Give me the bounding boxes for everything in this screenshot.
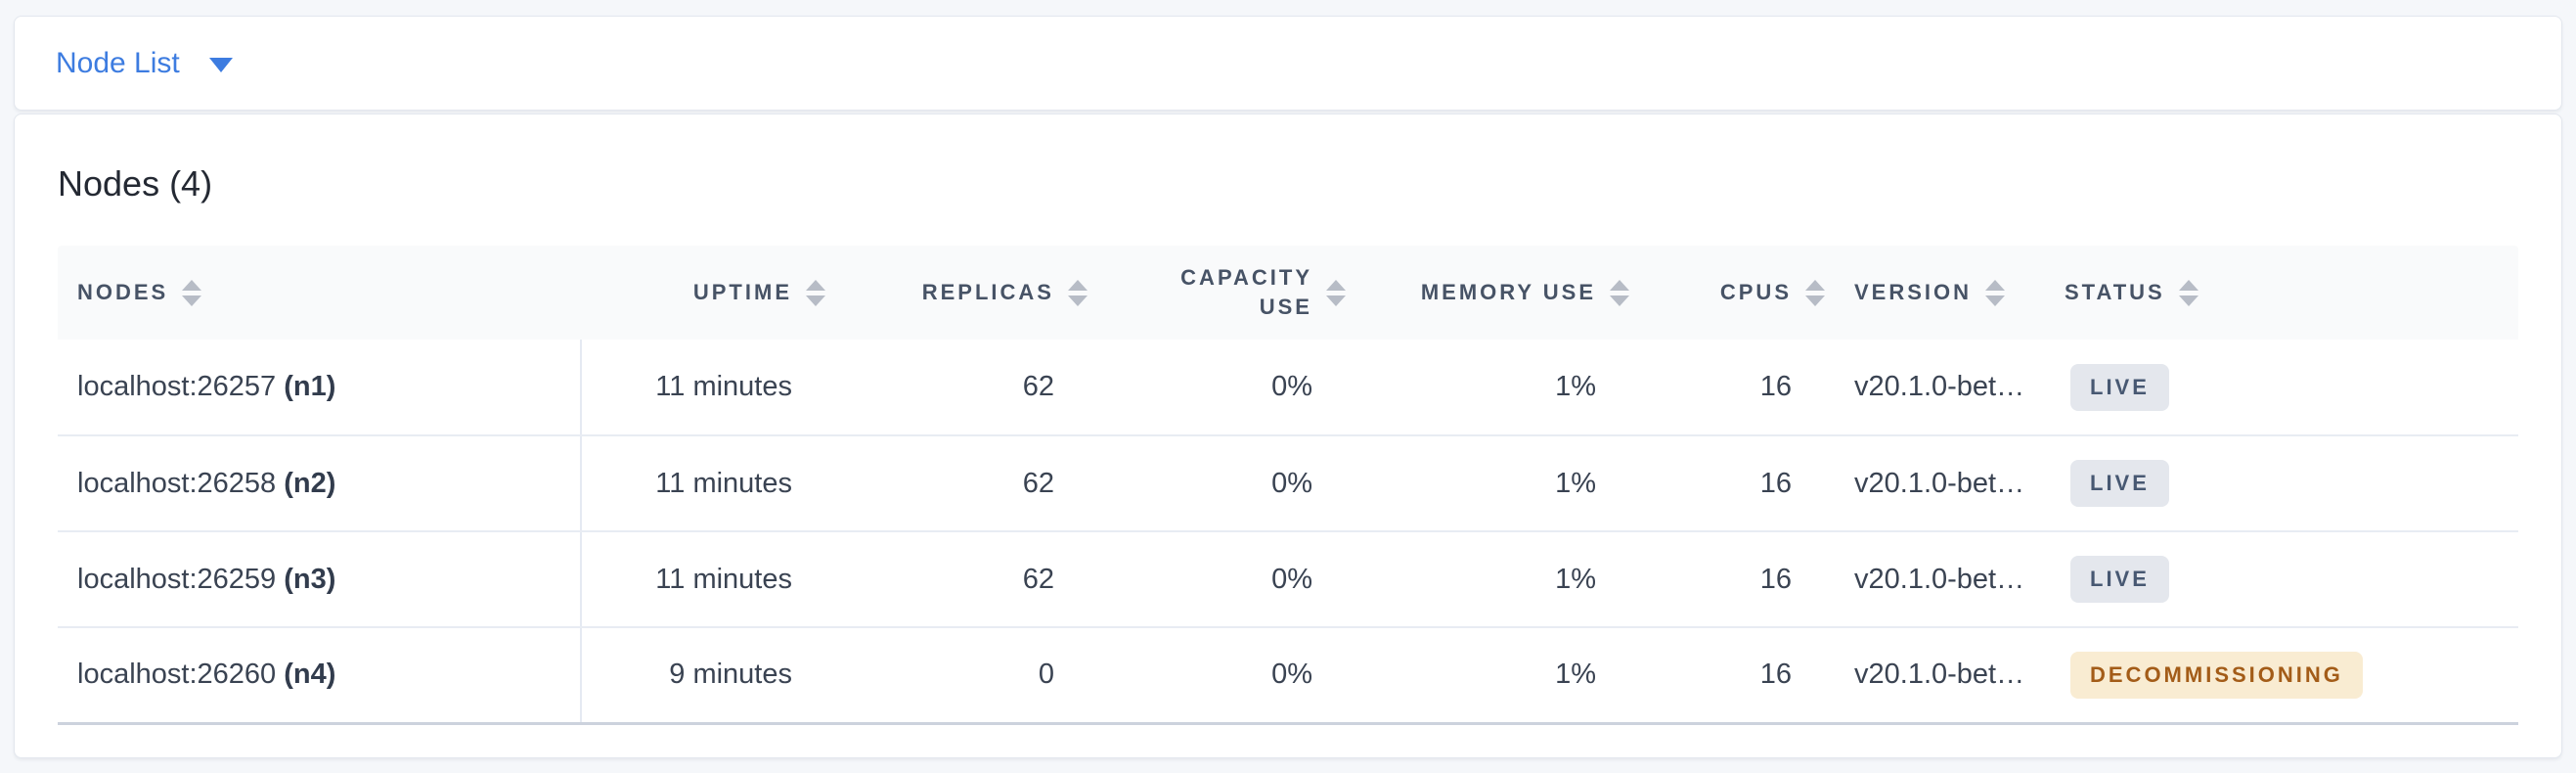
cell-replicas: 0 (825, 627, 1088, 725)
node-id: (n4) (284, 659, 336, 691)
cell-version: v20.1.0-bet… (1825, 340, 2065, 436)
sort-icon (2178, 279, 2198, 306)
cell-version: v20.1.0-bet… (1825, 627, 2065, 725)
cell-capacity-use: 0% (1088, 435, 1346, 532)
column-label-replicas: REPLICAS (921, 280, 1054, 304)
cell-memory-use: 1% (1346, 435, 1629, 532)
node-address: localhost:26257 (77, 371, 277, 402)
cell-status: LIVE (2065, 531, 2518, 628)
table-row: localhost:26257 (n1) 11 minutes 62 0% 1%… (58, 340, 2518, 436)
sort-icon (182, 279, 202, 306)
cell-uptime: 11 minutes (581, 435, 825, 532)
status-badge: DECOMMISSIONING (2070, 651, 2363, 699)
column-label-uptime: UPTIME (692, 280, 792, 304)
cell-capacity-use: 0% (1088, 340, 1346, 436)
cell-memory-use: 1% (1346, 340, 1629, 436)
column-label-version: VERSION (1854, 280, 1973, 304)
sort-icon (1805, 279, 1825, 306)
cell-uptime: 9 minutes (581, 627, 825, 725)
sort-icon (1068, 279, 1088, 306)
column-header-uptime[interactable]: UPTIME (581, 246, 825, 340)
node-address: localhost:26258 (77, 467, 277, 499)
sort-icon (1326, 279, 1346, 306)
cell-capacity-use: 0% (1088, 531, 1346, 628)
column-label-status: STATUS (2065, 280, 2165, 304)
view-selector-label: Node List (56, 46, 180, 79)
page-title: Nodes (4) (58, 163, 213, 204)
cell-replicas: 62 (825, 531, 1088, 628)
cell-node-address[interactable]: localhost:26258 (n2) (58, 435, 582, 532)
column-label-cpus: CPUS (1719, 280, 1792, 304)
cell-cpus: 16 (1629, 340, 1825, 436)
table-header: NODES UPTIME REPLICAS (58, 246, 2518, 340)
column-header-replicas[interactable]: REPLICAS (825, 246, 1088, 340)
view-selector-dropdown[interactable]: Node List (56, 47, 233, 80)
cell-status: LIVE (2065, 435, 2518, 532)
nodes-panel: Nodes (4) NODES UPTIME (14, 114, 2562, 758)
column-header-version[interactable]: VERSION (1825, 246, 2065, 340)
column-header-memory-use[interactable]: MEMORY USE (1346, 246, 1629, 340)
sort-icon (1610, 279, 1629, 306)
column-label-memory-use: MEMORY USE (1420, 280, 1596, 304)
cell-node-address[interactable]: localhost:26259 (n3) (58, 531, 582, 628)
nodes-table: NODES UPTIME REPLICAS (58, 246, 2518, 725)
caret-down-icon (208, 58, 233, 72)
cell-node-address[interactable]: localhost:26257 (n1) (58, 340, 582, 436)
cell-cpus: 16 (1629, 531, 1825, 628)
cell-memory-use: 1% (1346, 627, 1629, 725)
status-badge: LIVE (2070, 460, 2169, 507)
column-header-capacity-use[interactable]: CAPACITY USE (1088, 246, 1346, 340)
cell-uptime: 11 minutes (581, 531, 825, 628)
column-label-capacity-use: CAPACITY USE (1180, 265, 1312, 319)
sort-icon (1985, 279, 2006, 306)
cell-status: DECOMMISSIONING (2065, 627, 2518, 725)
cell-version: v20.1.0-bet… (1825, 531, 2065, 628)
view-selector-bar: Node List (14, 16, 2562, 111)
column-header-cpus[interactable]: CPUS (1629, 246, 1825, 340)
status-badge: LIVE (2070, 556, 2169, 603)
node-address: localhost:26260 (77, 659, 277, 691)
node-id: (n2) (284, 467, 336, 499)
cell-capacity-use: 0% (1088, 627, 1346, 725)
cell-replicas: 62 (825, 340, 1088, 436)
cell-cpus: 16 (1629, 627, 1825, 725)
table-body: localhost:26257 (n1) 11 minutes 62 0% 1%… (58, 340, 2518, 725)
cell-memory-use: 1% (1346, 531, 1629, 628)
table-row: localhost:26258 (n2) 11 minutes 62 0% 1%… (58, 435, 2518, 532)
cell-status: LIVE (2065, 340, 2518, 436)
node-id: (n3) (284, 563, 336, 595)
table-row: localhost:26259 (n3) 11 minutes 62 0% 1%… (58, 531, 2518, 628)
cell-cpus: 16 (1629, 435, 1825, 532)
node-address: localhost:26259 (77, 563, 277, 595)
status-badge: LIVE (2070, 363, 2169, 411)
cell-replicas: 62 (825, 435, 1088, 532)
sort-icon (806, 279, 825, 306)
cell-version: v20.1.0-bet… (1825, 435, 2065, 532)
cell-uptime: 11 minutes (581, 340, 825, 436)
column-label-nodes: NODES (77, 280, 169, 304)
node-id: (n1) (284, 371, 336, 402)
column-header-status[interactable]: STATUS (2065, 246, 2518, 340)
cell-node-address[interactable]: localhost:26260 (n4) (58, 627, 582, 725)
column-header-nodes[interactable]: NODES (58, 246, 581, 340)
table-row: localhost:26260 (n4) 9 minutes 0 0% 1% 1… (58, 627, 2518, 725)
